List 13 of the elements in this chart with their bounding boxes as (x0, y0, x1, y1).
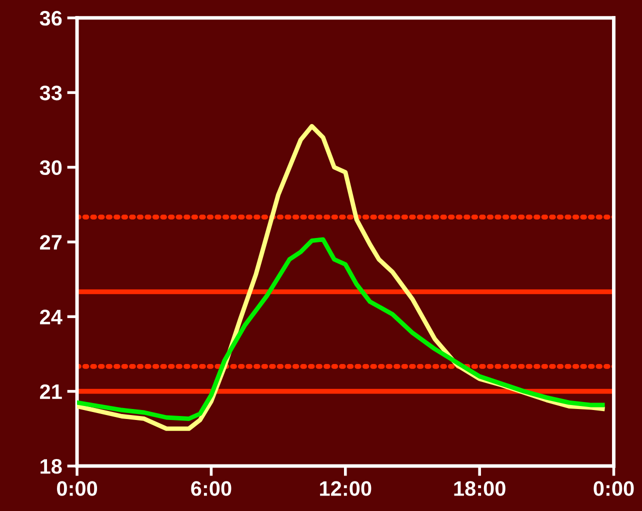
x-tick-label: 12:00 (320, 481, 372, 496)
y-tick-label: 18 (40, 459, 62, 474)
y-tick-label: 33 (40, 86, 62, 100)
x-tick-label: 0:00 (57, 481, 98, 496)
x-tick-label: 0:00 (594, 481, 634, 496)
x-tick-label: 18:00 (454, 481, 506, 496)
line-series (77, 237, 605, 421)
y-tick-label: 24 (40, 310, 62, 324)
y-tick-label: 27 (40, 234, 62, 250)
y-tick-label: 21 (40, 384, 62, 399)
y-tick-label: 30 (40, 160, 62, 176)
x-tick-label: 6:00 (191, 481, 232, 496)
y-tick-label: 36 (40, 10, 62, 26)
